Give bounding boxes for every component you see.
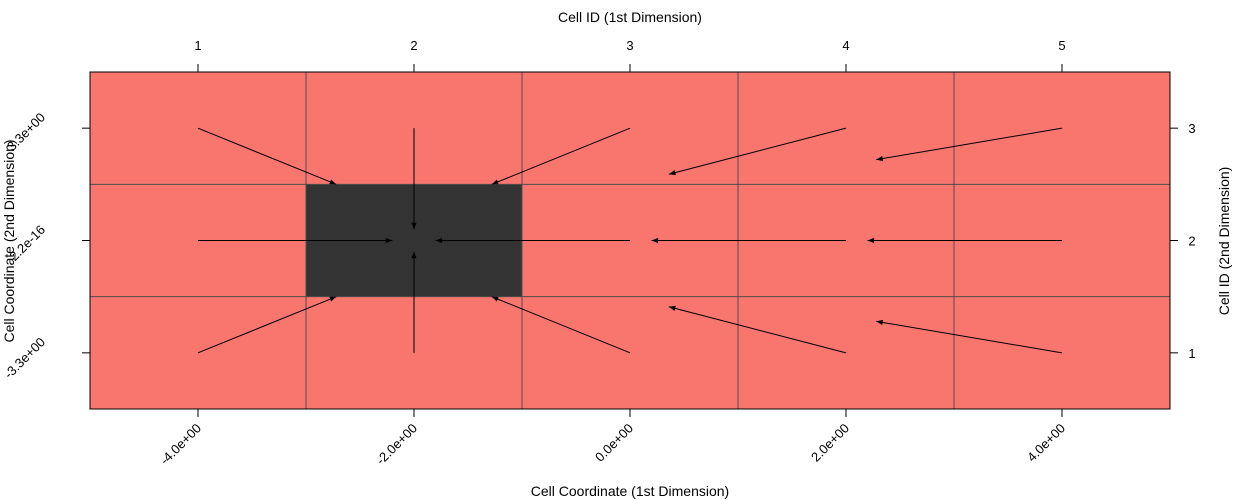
arrow-8 <box>651 237 846 244</box>
arrow-2 <box>411 128 417 230</box>
arrow-head <box>867 237 875 244</box>
x-bottom-axis-title: Cell Coordinate (1st Dimension) <box>531 483 729 499</box>
arrow-shaft <box>876 320 1063 354</box>
y-right-tick-label: 1 <box>1188 346 1195 361</box>
arrow-head <box>411 251 417 259</box>
arrow-1 <box>197 127 337 185</box>
arrow-shaft <box>668 306 847 354</box>
arrow-head <box>668 170 676 176</box>
x-top-tick-label: 1 <box>194 38 201 53</box>
arrow-10 <box>197 296 337 354</box>
x-bottom-tick-label: 0.0e+00 <box>592 421 636 465</box>
arrow-6 <box>198 237 393 244</box>
arrow-head <box>876 319 884 326</box>
arrow-head <box>668 305 676 311</box>
y-right-tick-label: 2 <box>1188 234 1195 249</box>
x-bottom-tick-label: 4.0e+00 <box>1024 421 1068 465</box>
arrow-head <box>491 179 499 185</box>
arrow-shaft <box>197 296 337 354</box>
x-top-tick-label: 3 <box>626 38 633 53</box>
arrow-11 <box>411 251 417 353</box>
y-left-axis-title: Cell Coordinate (2nd Dimension) <box>1 139 17 342</box>
arrow-head <box>651 237 659 244</box>
arrow-9 <box>867 237 1062 244</box>
y-right-tick-label: 3 <box>1188 121 1195 136</box>
arrow-12 <box>491 296 631 354</box>
arrow-7 <box>435 237 630 244</box>
x-top-tick-label: 5 <box>1058 38 1065 53</box>
arrow-shaft <box>197 127 337 185</box>
arrow-shaft <box>491 127 631 185</box>
y-right-axis-title: Cell ID (2nd Dimension) <box>1216 167 1232 316</box>
x-top-tick-label: 2 <box>410 38 417 53</box>
arrow-4 <box>668 127 847 176</box>
arrow-head <box>385 237 393 244</box>
arrow-3 <box>491 127 631 185</box>
x-bottom-tick-label: -2.0e+00 <box>373 421 420 468</box>
arrow-head <box>435 237 443 244</box>
x-bottom-tick-label: 2.0e+00 <box>808 421 852 465</box>
arrow-shaft <box>491 296 631 354</box>
arrow-head <box>411 222 417 230</box>
arrow-5 <box>876 127 1063 162</box>
x-bottom-tick-label: -4.0e+00 <box>157 421 204 468</box>
arrow-14 <box>876 319 1063 354</box>
arrow-shaft <box>668 127 847 175</box>
arrow-13 <box>668 305 847 354</box>
arrow-head <box>329 296 337 302</box>
arrow-head <box>491 296 499 302</box>
arrows-layer <box>197 127 1063 354</box>
arrow-head <box>329 179 337 185</box>
x-top-tick-label: 4 <box>842 38 849 53</box>
x-top-axis-title: Cell ID (1st Dimension) <box>558 9 702 25</box>
arrow-head <box>876 155 884 162</box>
arrow-shaft <box>876 127 1063 161</box>
